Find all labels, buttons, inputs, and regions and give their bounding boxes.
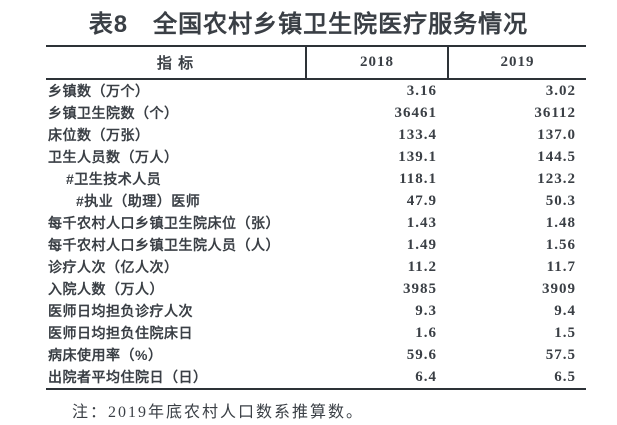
value-2019: 6.5 [554,368,576,385]
value-2018: 36461 [394,104,437,121]
value-2018: 11.2 [407,258,437,275]
value-2019: 50.3 [545,192,576,209]
header-year-2019: 2019 [447,47,586,78]
value-2019: 57.5 [545,346,576,363]
table-note: 注：2019年底农村人口数系推算数。 [72,404,365,421]
value-2018: 1.49 [406,236,437,253]
value-2018: 139.1 [398,148,437,165]
value-2019: 3909 [542,280,576,297]
value-2018: 1.43 [406,214,437,231]
value-2018: 9.3 [415,302,437,319]
value-2018: 59.6 [406,346,437,363]
table-row: 乡镇数（万个） 3.16 3.02 [46,80,586,102]
header-indicator: 指 标 [156,55,195,72]
value-2019: 1.56 [545,236,576,253]
value-2018: 118.1 [399,170,437,187]
value-2019: 137.0 [537,126,576,143]
table-row: 入院人数（万人） 3985 3909 [46,278,586,300]
header-year-2018: 2018 [305,47,447,78]
row-label: 医师日均担负诊疗人次 [48,303,193,319]
table-row: 出院者平均住院日（日） 6.4 6.5 [46,366,586,388]
statistics-table: 指 标 2018 2019 乡镇数（万个） 3.16 3.02 乡镇卫生院数（个） 36… [46,45,586,390]
value-2019: 3.02 [545,82,576,99]
row-label: 医师日均担负住院床日 [48,325,193,341]
row-label: #执业（助理）医师 [76,193,201,209]
value-2019: 9.4 [554,302,576,319]
value-2019: 1.5 [554,324,576,341]
value-2019: 144.5 [537,148,576,165]
table-row: #执业（助理）医师 47.9 50.3 [46,190,586,212]
row-label: 诊疗人次（亿人次） [48,259,179,275]
row-label: 每千农村人口乡镇卫生院人员（人） [48,237,280,253]
table-body: 乡镇数（万个） 3.16 3.02 乡镇卫生院数（个） 36461 36112 床位数（万张… [46,80,586,388]
table-row: 每千农村人口乡镇卫生院床位（张） 1.43 1.48 [46,212,586,234]
table-row: #卫生技术人员 118.1 123.2 [46,168,586,190]
row-label: 床位数（万张） [48,127,150,143]
value-2018: 6.4 [415,368,437,385]
value-2018: 3985 [403,280,437,297]
row-label: 病床使用率（%） [48,347,163,363]
value-2018: 47.9 [406,192,437,209]
value-2019: 36112 [534,104,576,121]
value-2018: 3.16 [406,82,437,99]
row-label: 每千农村人口乡镇卫生院床位（张） [48,215,280,231]
value-2018: 133.4 [398,126,437,143]
row-label: 卫生人员数（万人） [48,149,179,165]
table-row: 医师日均担负住院床日 1.6 1.5 [46,322,586,344]
row-label: 乡镇数（万个） [48,83,150,99]
value-2019: 123.2 [537,170,576,187]
row-label: #卫生技术人员 [66,171,162,187]
table-row: 病床使用率（%） 59.6 57.5 [46,344,586,366]
value-2019: 11.7 [546,258,576,275]
row-label: 出院者平均住院日（日） [48,369,208,385]
row-label: 乡镇卫生院数（个） [48,105,179,121]
table-row: 乡镇卫生院数（个） 36461 36112 [46,102,586,124]
table-row: 卫生人员数（万人） 139.1 144.5 [46,146,586,168]
table-row: 诊疗人次（亿人次） 11.2 11.7 [46,256,586,278]
value-2018: 1.6 [415,324,437,341]
table-row: 每千农村人口乡镇卫生院人员（人） 1.49 1.56 [46,234,586,256]
table-header-row: 指 标 2018 2019 [46,47,586,80]
table-row: 医师日均担负诊疗人次 9.3 9.4 [46,300,586,322]
table-row: 床位数（万张） 133.4 137.0 [46,124,586,146]
row-label: 入院人数（万人） [48,281,164,297]
value-2019: 1.48 [545,214,576,231]
table-title: 表8 全国农村乡镇卫生院医疗服务情况 [88,11,529,38]
